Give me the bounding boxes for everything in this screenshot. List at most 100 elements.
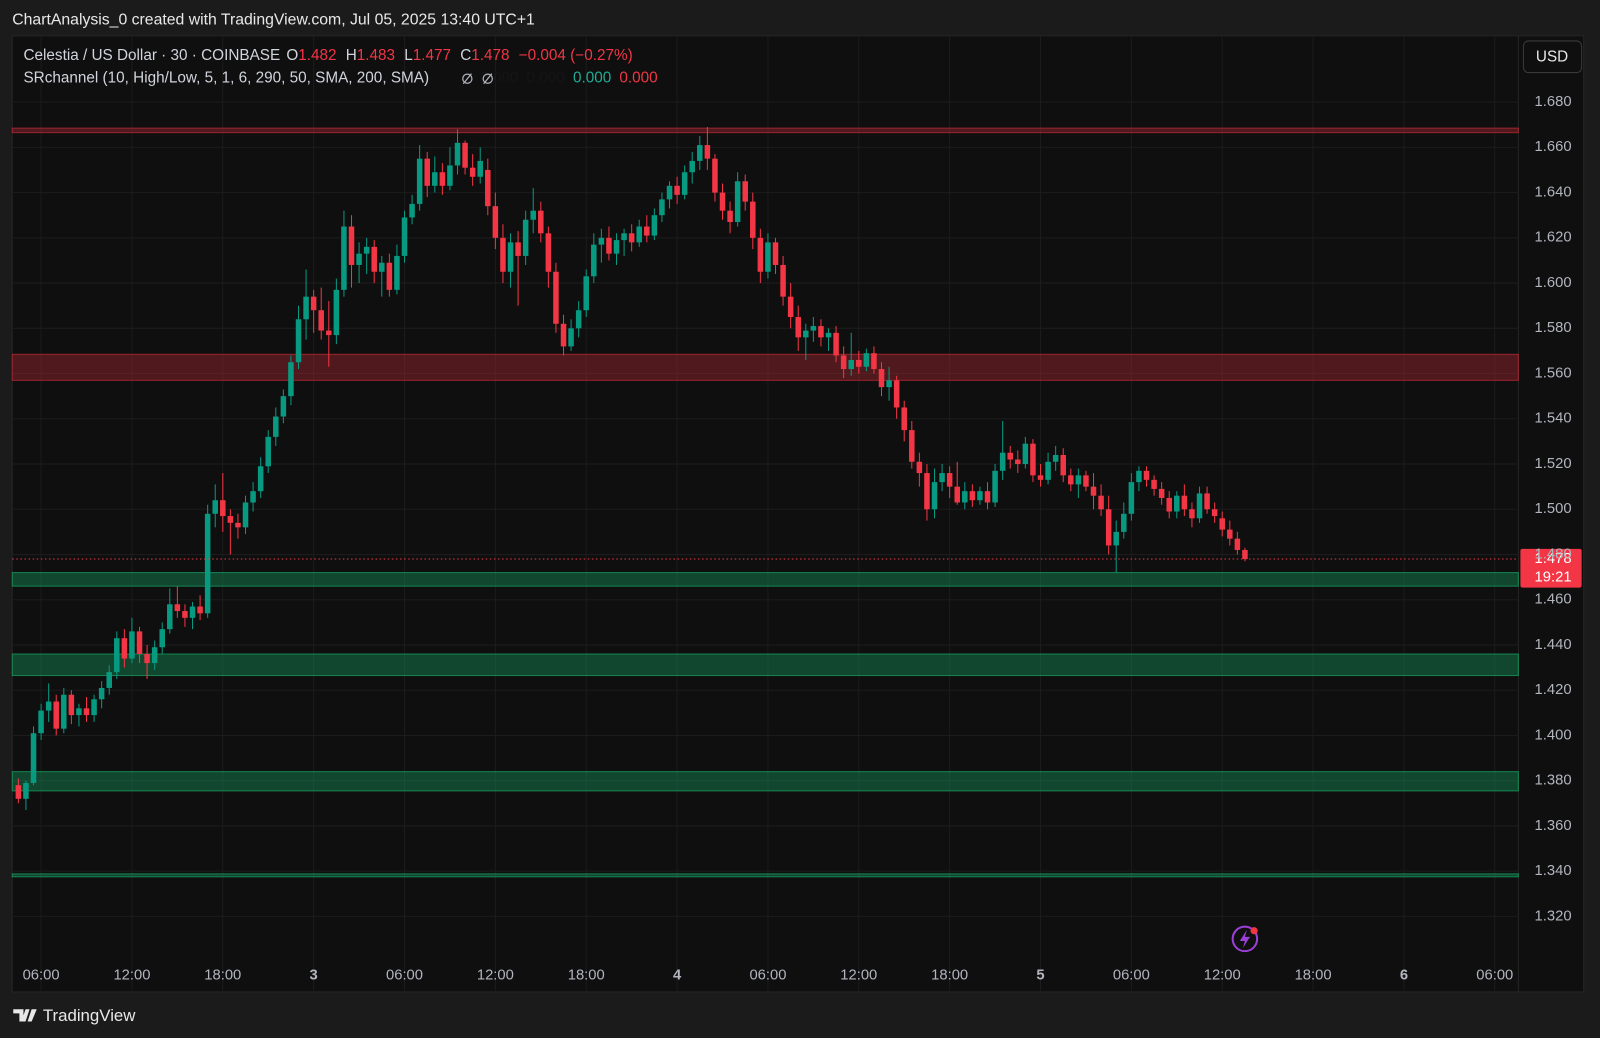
ohlc-value: 1.477 bbox=[413, 47, 451, 64]
candle-body bbox=[901, 407, 907, 431]
candle-body bbox=[1128, 482, 1135, 514]
candle-body bbox=[1234, 538, 1241, 550]
candle-body bbox=[515, 242, 521, 256]
y-tick-label: 1.380 bbox=[1535, 773, 1572, 789]
candle-body bbox=[909, 430, 915, 462]
indicator-value: 0.000 bbox=[527, 70, 565, 87]
candle-body bbox=[386, 262, 393, 290]
candle-body bbox=[507, 242, 514, 272]
indicator-name: SRchannel (10, High/Low, 5, 1, 6, 290, 5… bbox=[23, 70, 429, 87]
x-tick-label: 06:00 bbox=[749, 968, 786, 984]
candle-body bbox=[45, 701, 52, 711]
candle-body bbox=[946, 473, 953, 487]
candle-body bbox=[780, 264, 786, 297]
y-tick-label: 1.560 bbox=[1535, 365, 1572, 381]
candle-body bbox=[1015, 459, 1021, 465]
candle-body bbox=[931, 482, 938, 510]
candle-body bbox=[522, 219, 529, 256]
candle-body bbox=[371, 246, 377, 272]
chart-panel bbox=[11, 35, 1585, 993]
candle-body bbox=[742, 181, 748, 202]
candle-body bbox=[1181, 495, 1188, 510]
logo bbox=[13, 1009, 37, 1022]
candle-body bbox=[212, 500, 218, 514]
candle-body bbox=[30, 733, 37, 783]
ohlc-value: 1.478 bbox=[471, 47, 509, 64]
candle-body bbox=[1136, 470, 1142, 483]
candle-body bbox=[1189, 509, 1195, 519]
sr-zone bbox=[11, 873, 1519, 878]
y-tick-label: 1.400 bbox=[1535, 727, 1572, 743]
candle-body bbox=[916, 461, 923, 474]
candle-body bbox=[1204, 493, 1210, 510]
indicator-value: 0.000 bbox=[480, 70, 518, 87]
candle-body bbox=[341, 226, 347, 290]
candle-body bbox=[439, 172, 446, 186]
candle-body bbox=[962, 491, 968, 503]
y-tick-label: 1.360 bbox=[1535, 818, 1572, 834]
candle-body bbox=[1075, 475, 1082, 485]
currency-label[interactable]: USD bbox=[1536, 48, 1568, 65]
candle-body bbox=[538, 210, 544, 234]
y-tick-label: 1.620 bbox=[1535, 230, 1572, 246]
candle-body bbox=[969, 491, 976, 501]
candle-body bbox=[68, 694, 75, 716]
indicator-value: 0.000 bbox=[573, 70, 611, 87]
y-tick-label: 1.540 bbox=[1535, 411, 1572, 427]
visibility-icons bbox=[462, 73, 493, 85]
candle-body bbox=[1113, 531, 1119, 546]
candle-body bbox=[727, 210, 733, 222]
x-tick-label: 12:00 bbox=[113, 968, 150, 984]
lightning-icon[interactable] bbox=[1231, 925, 1259, 953]
candle-body bbox=[924, 473, 930, 510]
x-tick-label: 12:00 bbox=[1204, 968, 1241, 984]
candle-body bbox=[485, 169, 491, 207]
candle-body bbox=[121, 638, 128, 659]
candle-body bbox=[53, 701, 59, 729]
candle-body bbox=[159, 629, 165, 648]
currency-button[interactable] bbox=[1522, 40, 1583, 74]
countdown-label: 19:21 bbox=[1535, 569, 1572, 585]
candle-body bbox=[697, 145, 703, 161]
y-tick-label: 1.460 bbox=[1535, 592, 1572, 608]
candle-body bbox=[1045, 461, 1051, 480]
candle-body bbox=[235, 522, 241, 528]
candle-body bbox=[681, 172, 688, 195]
x-tick-label: 4 bbox=[673, 968, 682, 984]
last-price-box bbox=[1520, 548, 1582, 588]
candle-body bbox=[1151, 479, 1157, 489]
candle-body bbox=[477, 160, 483, 177]
candle-body bbox=[151, 647, 158, 664]
candle-body bbox=[197, 606, 203, 614]
ohlc-key: L bbox=[404, 47, 413, 64]
candle-body bbox=[803, 330, 809, 338]
candle-body bbox=[765, 242, 771, 272]
candle-body bbox=[182, 611, 188, 618]
symbol-title: Celestia / US Dollar · 30 · COINBASE bbox=[23, 47, 280, 64]
candle-body bbox=[273, 416, 279, 437]
candle-body bbox=[280, 396, 287, 417]
candle-body bbox=[61, 694, 67, 729]
candle-body bbox=[977, 491, 983, 501]
ohlc-value: 1.482 bbox=[298, 47, 336, 64]
candle-body bbox=[356, 253, 362, 265]
candle-body bbox=[295, 319, 302, 363]
candle-body bbox=[363, 246, 370, 254]
candle-body bbox=[454, 142, 461, 166]
candle-body bbox=[772, 242, 779, 265]
candle-body bbox=[1030, 443, 1036, 476]
candle-body bbox=[545, 233, 552, 272]
candle-body bbox=[833, 332, 839, 356]
candle-body bbox=[98, 687, 105, 700]
candle-body bbox=[1174, 495, 1180, 512]
sr-zone bbox=[11, 653, 1519, 677]
candle-body bbox=[954, 486, 960, 503]
candles bbox=[15, 126, 1248, 811]
candle-body bbox=[432, 172, 438, 186]
candle-body bbox=[288, 362, 294, 397]
x-tick-label: 18:00 bbox=[931, 968, 968, 984]
candle-body bbox=[462, 142, 468, 168]
legend-line: Celestia / US Dollar · 30 · COINBASE O1.4… bbox=[23, 47, 632, 64]
sr-zone bbox=[11, 572, 1519, 587]
